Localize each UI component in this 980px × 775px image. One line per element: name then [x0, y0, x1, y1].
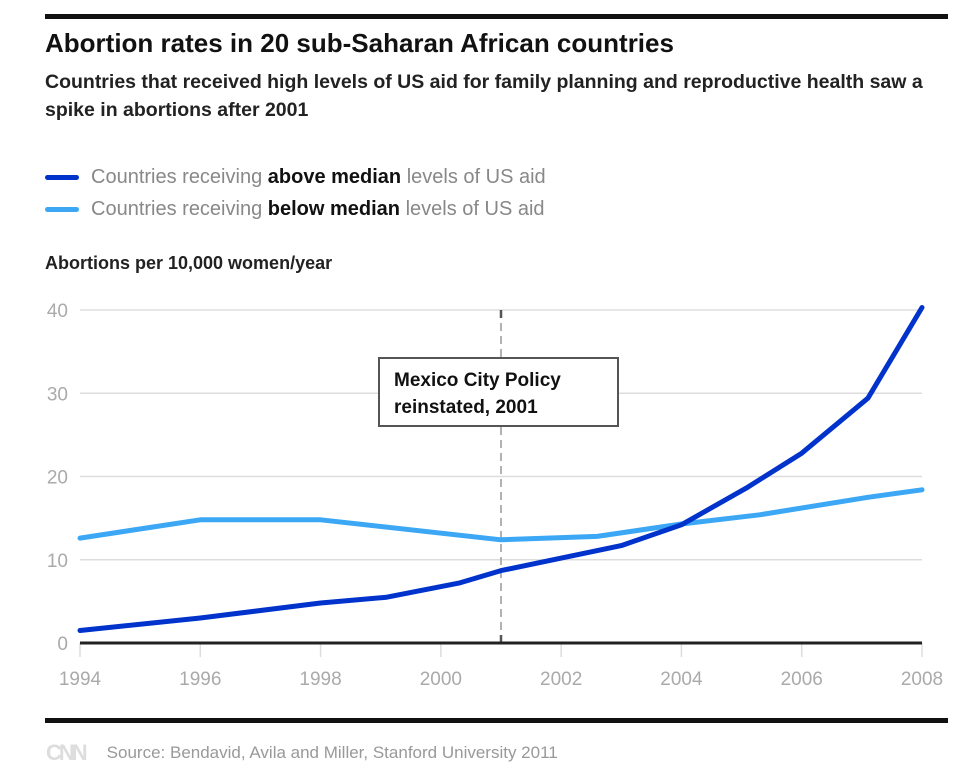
legend-bold: below median: [267, 198, 401, 220]
x-tick-label: 1998: [299, 669, 341, 690]
y-tick-label: 20: [47, 468, 68, 489]
series-line-below-median: [77, 487, 925, 543]
legend-item-above-median: Countries receiving above median levels …: [45, 166, 546, 189]
y-axis-label: Abortions per 10,000 women/year: [45, 253, 333, 273]
chart-subtitle: Countries that received high levels of U…: [45, 71, 923, 121]
x-tick-label: 2008: [901, 669, 943, 690]
legend-item-below-median: Countries receiving below median levels …: [45, 198, 545, 221]
x-tick-label: 2006: [781, 669, 823, 690]
x-tick-label: 2002: [540, 669, 582, 690]
y-tick-label: 40: [47, 301, 68, 322]
chart-title: Abortion rates in 20 sub-Saharan African…: [45, 28, 674, 58]
x-tick-label: 1996: [179, 669, 221, 690]
annotation-line2: reinstated, 2001: [394, 397, 538, 418]
y-tick-label: 30: [47, 384, 68, 405]
bottom-rule: [45, 718, 948, 723]
footer: CNN Source: Bendavid, Avila and Miller, …: [46, 740, 558, 766]
x-tick-label: 2000: [420, 669, 462, 690]
source-text: Source: Bendavid, Avila and Miller, Stan…: [106, 743, 558, 762]
legend-text: levels of US aid: [405, 198, 545, 220]
legend-bold: above median: [267, 166, 402, 188]
top-rule: [45, 14, 948, 19]
y-tick-label: 10: [47, 551, 68, 572]
legend-swatch-light-blue: [45, 207, 79, 212]
legend-text: Countries receiving: [91, 198, 263, 220]
legend-swatch-dark-blue: [45, 175, 79, 180]
cnn-logo: CNN: [46, 740, 88, 765]
legend-text: Countries receiving: [91, 166, 263, 188]
x-tick-label: 2004: [660, 669, 703, 690]
legend-text: levels of US aid: [406, 166, 546, 188]
series-line-above-median: [77, 305, 925, 633]
x-tick-label: 1994: [59, 669, 102, 690]
annotation-box: Mexico City Policy reinstated, 2001: [378, 357, 619, 427]
annotation-line1: Mexico City Policy: [394, 370, 561, 391]
y-tick-label: 0: [57, 634, 68, 655]
